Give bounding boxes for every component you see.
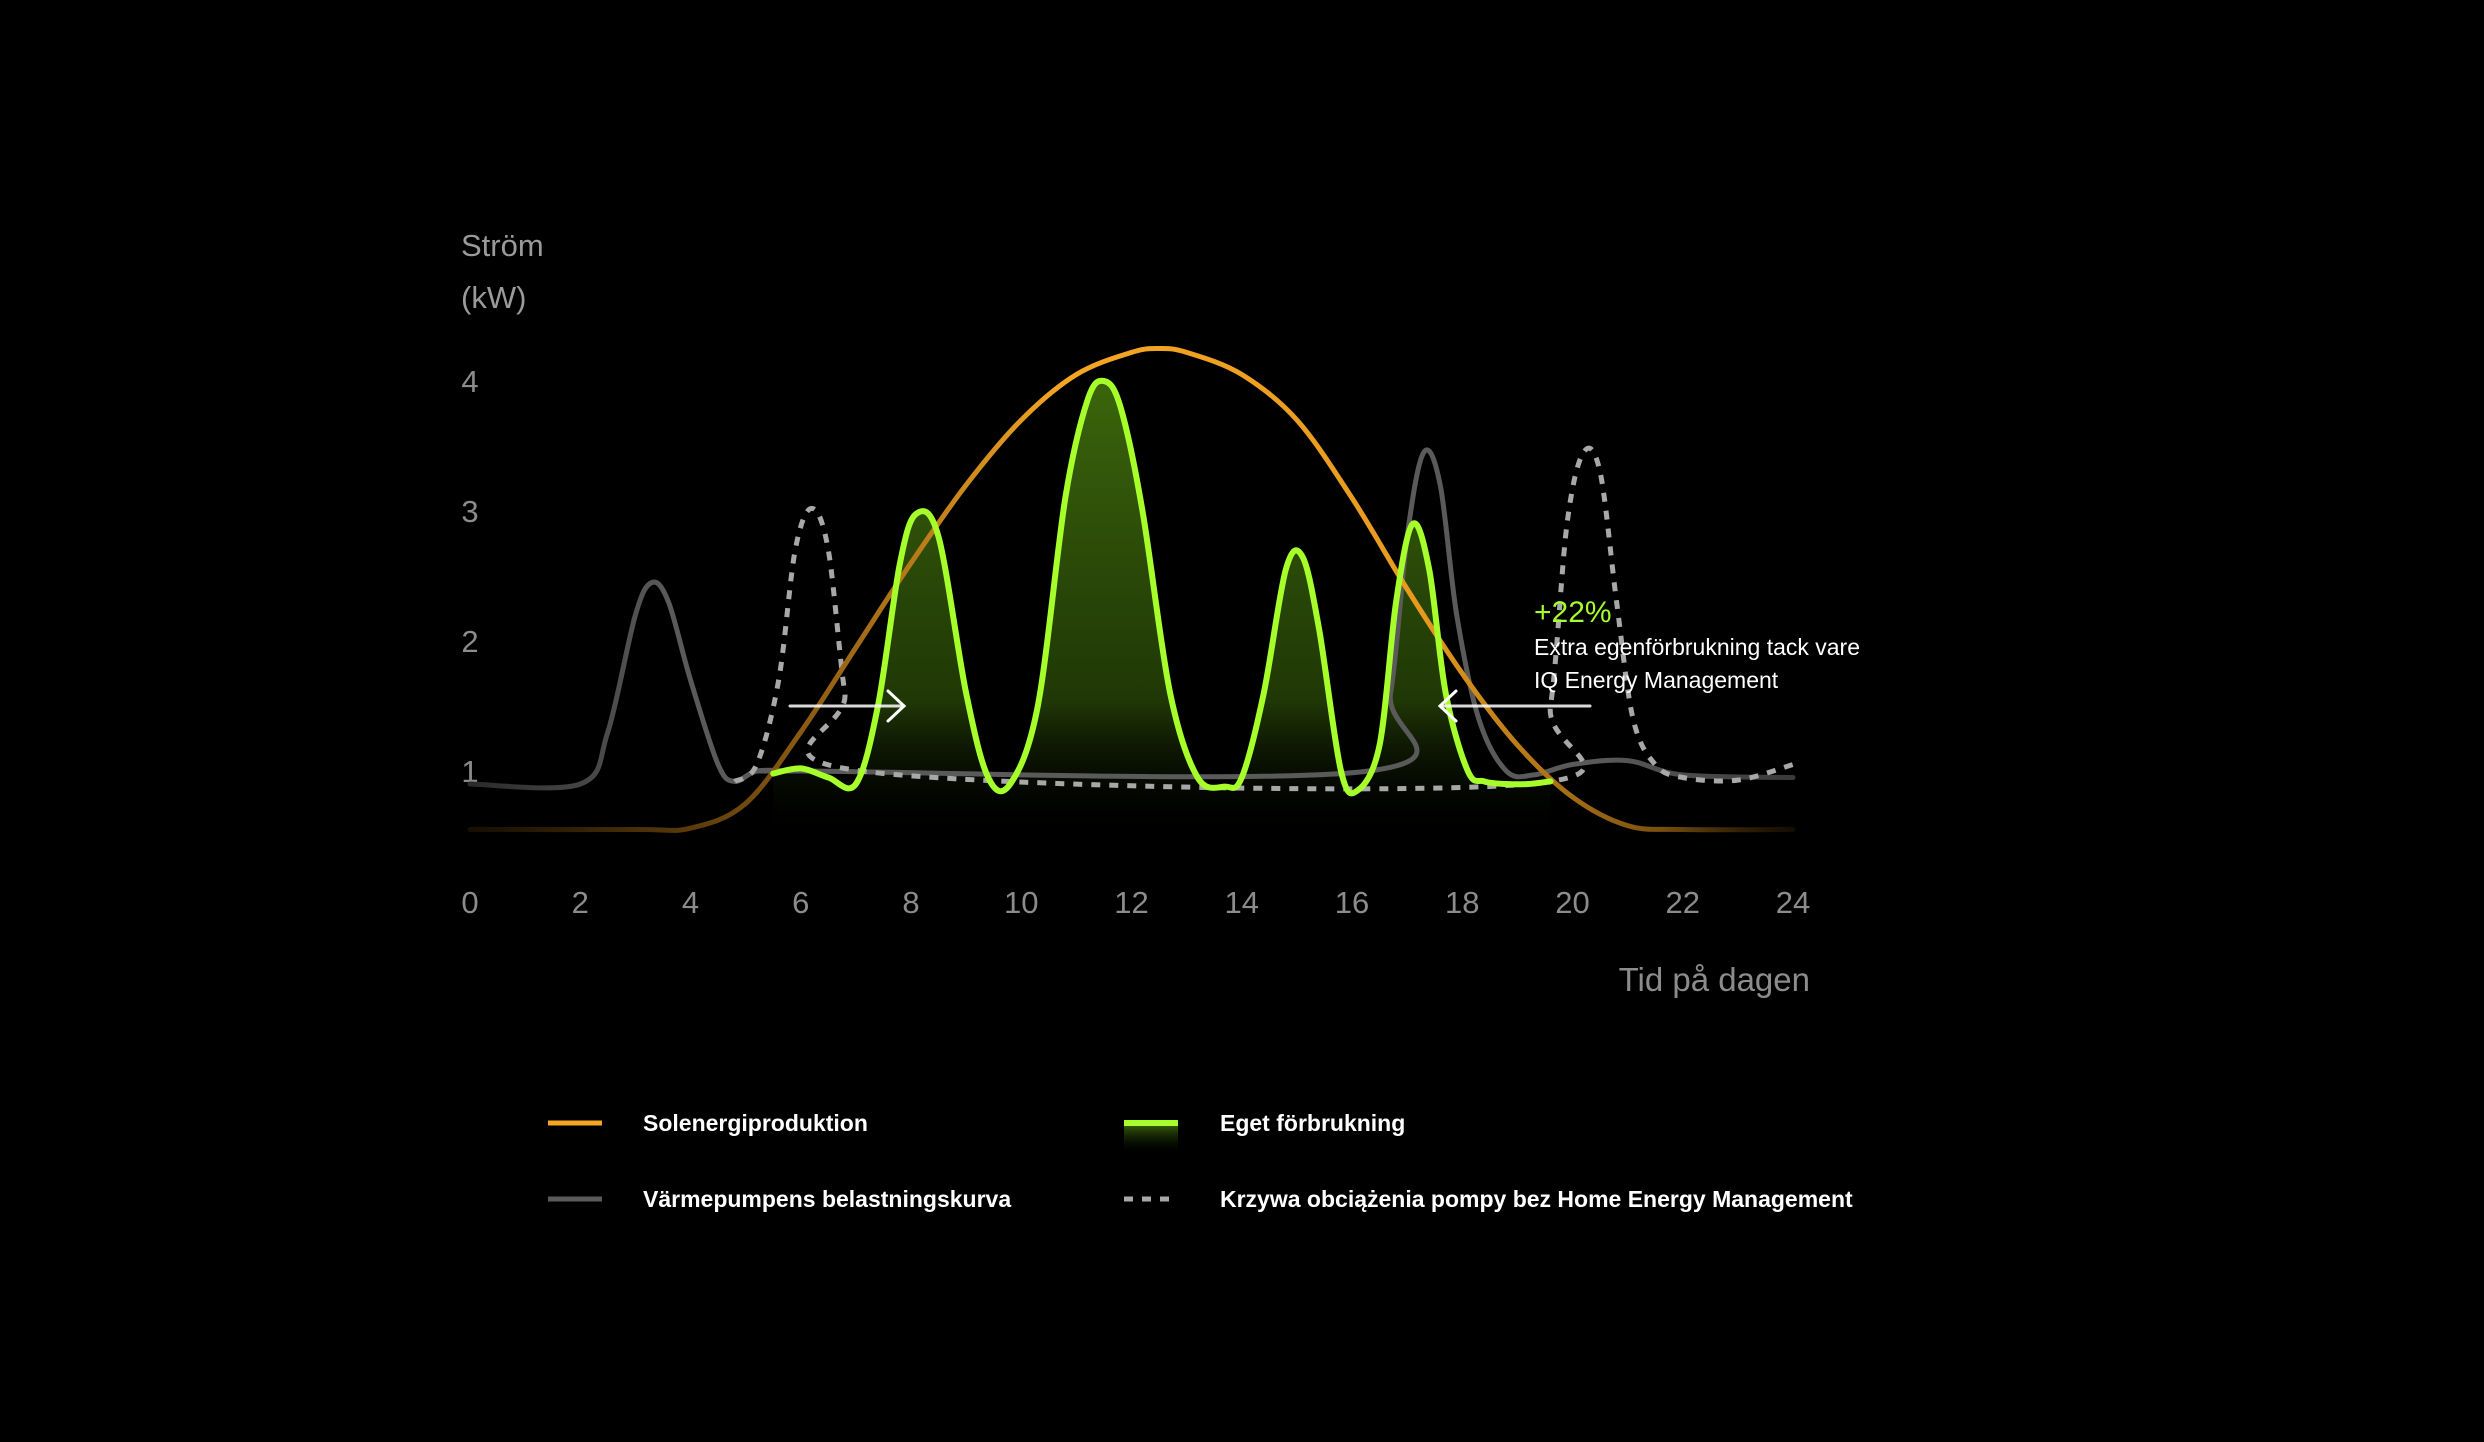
y-tick-label: 4 — [461, 364, 478, 399]
self-consumption-area — [773, 380, 1551, 840]
x-tick-label: 14 — [1225, 885, 1259, 920]
legend: Solenergiproduktion Eget förbrukning Vär… — [548, 1110, 1853, 1212]
annotation-percentage: +22% — [1534, 596, 1612, 629]
legend-solar-label: Solenergiproduktion — [643, 1110, 868, 1136]
x-tick-label: 0 — [461, 885, 478, 920]
shift-left-arrow — [1437, 689, 1592, 723]
heatpump-load-line — [467, 447, 1796, 791]
x-tick-label: 16 — [1335, 885, 1369, 920]
x-tick-label: 24 — [1776, 885, 1810, 920]
y-axis-title-line-1: Ström — [461, 228, 544, 263]
x-tick-label: 12 — [1114, 885, 1148, 920]
x-axis-title: Tid på dagen — [1619, 961, 1810, 998]
load-without-hem-line — [733, 445, 1794, 792]
legend-heatpump-label: Värmepumpens belastningskurva — [643, 1186, 1011, 1212]
legend-self-label: Eget förbrukning — [1220, 1110, 1405, 1136]
x-tick-label: 10 — [1004, 885, 1038, 920]
y-tick-label: 2 — [461, 624, 478, 659]
annotation-line-2: IQ Energy Management — [1534, 667, 1779, 693]
legend-without-hem-label: Krzywa obciążenia pompy bez Home Energy … — [1220, 1186, 1853, 1212]
y-tick-label: 3 — [461, 494, 478, 529]
x-tick-label: 4 — [682, 885, 699, 920]
x-axis-ticks: 0 2 4 6 8 10 12 14 16 18 20 22 24 — [461, 885, 1810, 920]
solar-production-line — [467, 345, 1796, 833]
x-tick-label: 8 — [902, 885, 919, 920]
x-tick-label: 20 — [1555, 885, 1589, 920]
legend-self-swatch-fill — [1124, 1124, 1178, 1154]
annotation-line-1: Extra egenförbrukning tack vare — [1534, 634, 1860, 660]
y-tick-label: 1 — [461, 754, 478, 789]
y-axis-title-line-2: (kW) — [461, 280, 526, 315]
x-tick-label: 2 — [572, 885, 589, 920]
shift-right-arrow — [788, 689, 907, 723]
x-tick-label: 22 — [1666, 885, 1700, 920]
x-tick-label: 18 — [1445, 885, 1479, 920]
y-axis-ticks: 1 2 3 4 — [461, 364, 478, 789]
x-tick-label: 6 — [792, 885, 809, 920]
self-consumption-line — [770, 377, 1554, 797]
